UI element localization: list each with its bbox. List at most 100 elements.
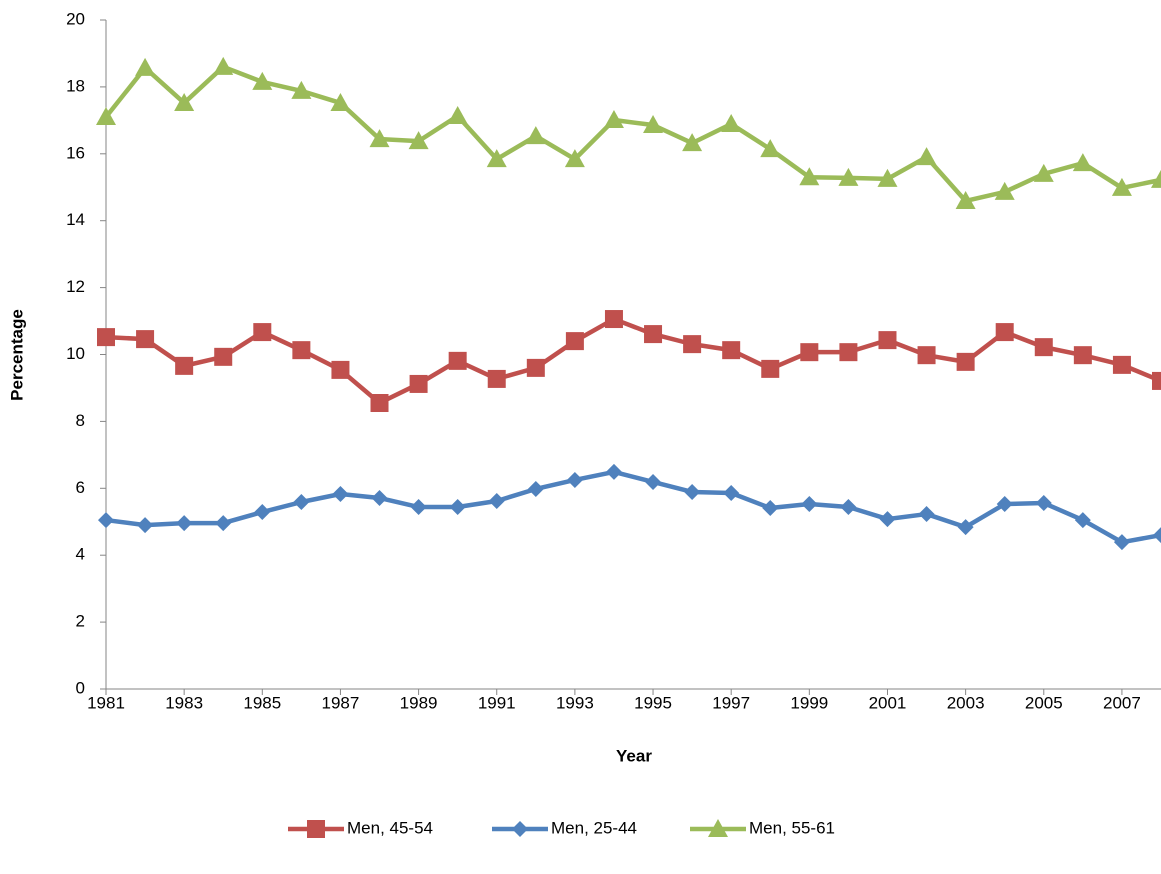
- x-tick-label: 1993: [556, 693, 594, 712]
- marker: [708, 819, 728, 837]
- x-tick-label: 2003: [947, 693, 985, 712]
- marker: [410, 499, 427, 516]
- marker: [762, 500, 779, 517]
- x-tick-label: 1983: [165, 693, 203, 712]
- marker: [1034, 338, 1053, 357]
- legend-label: Men, 45-54: [347, 818, 433, 837]
- marker: [564, 149, 585, 168]
- x-tick-label: 2001: [869, 693, 907, 712]
- marker: [877, 168, 898, 187]
- marker: [176, 515, 193, 532]
- marker: [994, 181, 1015, 200]
- marker: [409, 374, 428, 393]
- marker: [917, 346, 936, 365]
- marker: [137, 517, 154, 534]
- legend-label: Men, 55-61: [749, 818, 835, 837]
- marker: [879, 511, 896, 528]
- marker: [292, 341, 311, 360]
- marker: [683, 335, 702, 354]
- y-tick-label: 18: [66, 76, 85, 95]
- marker: [1111, 177, 1132, 196]
- y-tick-label: 12: [66, 277, 85, 296]
- marker: [486, 149, 507, 168]
- legend-label: Men, 25-44: [551, 818, 637, 837]
- x-axis-title: Year: [616, 746, 652, 765]
- marker: [527, 480, 544, 497]
- marker: [957, 519, 974, 536]
- marker: [878, 331, 897, 350]
- marker: [839, 343, 858, 362]
- marker: [1152, 371, 1161, 390]
- series-line: [105, 469, 1161, 545]
- marker: [996, 496, 1013, 513]
- series: [98, 463, 1161, 551]
- marker: [136, 330, 155, 349]
- marker: [800, 343, 819, 362]
- marker: [512, 821, 528, 837]
- marker: [98, 512, 114, 529]
- x-tick-label: 1995: [634, 693, 672, 712]
- marker: [252, 71, 273, 90]
- x-tick-label: 1989: [400, 693, 438, 712]
- marker: [1035, 495, 1052, 512]
- marker: [371, 490, 388, 507]
- series-line: [105, 316, 1161, 406]
- marker: [955, 190, 976, 209]
- legend-item: Men, 25-44: [492, 818, 637, 837]
- marker: [799, 167, 820, 186]
- marker: [449, 499, 466, 516]
- marker: [1113, 534, 1130, 551]
- marker: [1074, 512, 1091, 529]
- marker: [291, 80, 312, 99]
- series-line: [104, 64, 1161, 204]
- marker: [603, 110, 624, 129]
- y-tick-label: 10: [66, 344, 85, 363]
- marker: [1151, 169, 1161, 188]
- legend-item: Men, 45-54: [288, 818, 433, 838]
- y-axis-title: Percentage: [7, 309, 26, 401]
- marker: [175, 356, 194, 375]
- x-tick-label: 1987: [322, 693, 360, 712]
- marker: [97, 328, 115, 347]
- marker: [525, 126, 546, 145]
- y-tick-label: 0: [76, 678, 85, 697]
- marker: [761, 359, 780, 378]
- marker: [838, 167, 859, 186]
- marker: [174, 92, 195, 111]
- marker: [918, 506, 935, 523]
- marker: [1033, 163, 1054, 182]
- marker: [956, 352, 975, 371]
- x-tick-label: 1999: [790, 693, 828, 712]
- marker: [840, 499, 857, 516]
- marker: [253, 323, 272, 342]
- marker: [644, 325, 663, 344]
- marker: [307, 820, 325, 838]
- marker: [645, 473, 662, 490]
- marker: [487, 369, 506, 388]
- marker: [565, 332, 584, 351]
- marker: [604, 310, 623, 329]
- marker: [801, 496, 818, 513]
- marker: [1153, 527, 1161, 544]
- marker: [447, 106, 468, 125]
- y-tick-label: 2: [76, 612, 85, 631]
- y-tick-label: 6: [76, 478, 85, 497]
- y-tick-label: 14: [66, 210, 85, 229]
- marker: [254, 504, 271, 521]
- marker: [721, 114, 742, 133]
- marker: [330, 92, 351, 111]
- marker: [96, 107, 116, 126]
- y-tick-label: 16: [66, 143, 85, 162]
- marker: [916, 147, 937, 166]
- marker: [408, 131, 429, 150]
- marker: [682, 133, 703, 152]
- x-tick-label: 1981: [87, 693, 125, 712]
- marker: [1072, 153, 1093, 172]
- marker: [135, 57, 156, 76]
- x-tick-label: 1985: [243, 693, 281, 712]
- marker: [1073, 346, 1092, 365]
- marker: [488, 493, 505, 510]
- marker: [213, 56, 234, 75]
- y-tick-label: 8: [76, 411, 85, 430]
